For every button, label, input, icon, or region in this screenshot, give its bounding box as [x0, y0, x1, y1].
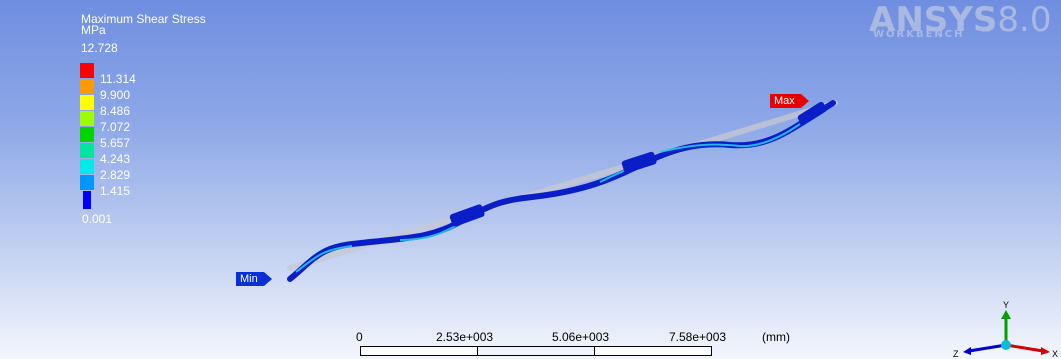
scale-tick-3: 7.58e+003: [669, 330, 727, 344]
legend-label-2: 9.900: [100, 88, 131, 102]
z-axis-label: Z: [953, 349, 959, 359]
legend-label-7: 2.829: [100, 168, 131, 182]
legend-label-8: 1.415: [100, 184, 131, 198]
legend-min-value: 0.001: [82, 212, 113, 226]
legend-band-1: [80, 63, 94, 78]
legend-band-7: [80, 159, 94, 174]
legend-unit: MPa: [81, 23, 106, 37]
legend-label-4: 7.072: [100, 120, 131, 134]
legend-band-2: [80, 79, 94, 94]
legend-band-4: [80, 111, 94, 126]
coupling-1: [449, 204, 485, 227]
logo-subtitle: WORKBENCH: [873, 29, 965, 40]
scale-segment-3: [594, 346, 712, 356]
triad-origin: [1001, 340, 1011, 350]
end-collar: [797, 101, 827, 125]
x-axis-head: [1041, 347, 1050, 355]
logo-brand: ANSYS8.0: [869, 0, 1052, 40]
legend-title: Maximum Shear Stress: [81, 12, 206, 26]
y-axis-label: Y: [1003, 300, 1009, 310]
coupling-2: [621, 151, 657, 174]
y-axis-head: [1001, 310, 1011, 319]
legend-band-8: [80, 175, 94, 190]
scale-tick-0: 0: [356, 330, 363, 344]
legend-band-3: [80, 95, 94, 110]
scale-tick-1: 2.53e+003: [436, 330, 494, 344]
legend-label-1: 11.314: [100, 72, 136, 86]
scale-segment-2: [477, 346, 595, 356]
ansys-logo: ANSYS8.0 WORKBENCH: [869, 0, 1053, 44]
scale-segment-1: [360, 346, 478, 356]
legend-label-6: 4.243: [100, 152, 131, 166]
scale-ruler: 0 2.53e+003 5.06e+003 7.58e+003 (mm): [356, 330, 790, 359]
z-axis-head: [963, 347, 971, 355]
scale-tick-2: 5.06e+003: [552, 330, 610, 344]
contour-legend: Maximum Shear Stress MPa 12.728 11.314 9…: [80, 12, 280, 226]
axis-triad[interactable]: Y Z X: [951, 299, 1061, 359]
x-axis-label: X: [1052, 349, 1058, 359]
legend-band-5: [80, 127, 94, 142]
scale-unit: (mm): [762, 330, 790, 344]
min-probe[interactable]: Min: [236, 272, 272, 286]
legend-label-5: 5.657: [100, 136, 131, 150]
legend-band-9: [83, 191, 91, 209]
stress-highlight: [295, 123, 801, 273]
legend-band-6: [80, 143, 94, 158]
legend-label-3: 8.486: [100, 104, 131, 118]
legend-max-value: 12.728: [81, 41, 118, 55]
z-axis-arrow: [968, 343, 1007, 353]
x-axis-arrow: [1005, 343, 1044, 353]
max-probe[interactable]: Max: [770, 94, 809, 108]
